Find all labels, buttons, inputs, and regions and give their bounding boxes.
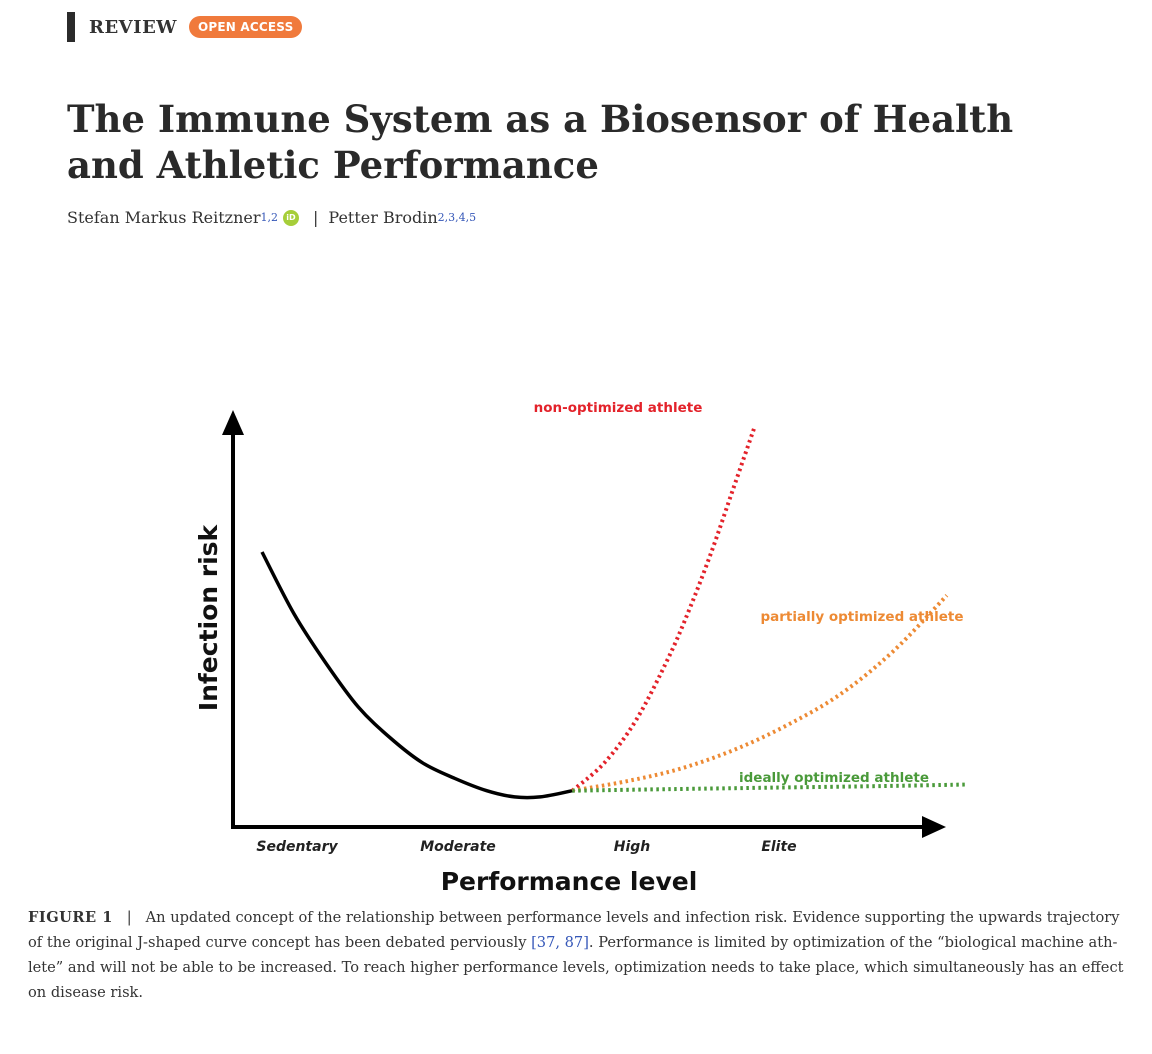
series-label-ideally-optimized: ideally optimized athlete [739, 770, 929, 786]
author-name[interactable]: Petter Brodin [328, 208, 438, 227]
x-tick-label: Sedentary [256, 839, 338, 855]
x-axis-label: Performance level [441, 867, 698, 896]
partially-optimized-curve [571, 594, 949, 793]
figure-chart: Sedentary Moderate High Elite Performanc… [194, 400, 969, 896]
article-type-label: REVIEW [89, 16, 177, 38]
caption-text: An updated concept of the relationship b… [28, 909, 1120, 951]
author-affiliation[interactable]: 1,2 [260, 211, 279, 224]
orcid-icon[interactable]: iD [283, 209, 299, 226]
author-name[interactable]: Stefan Markus Reitzner [67, 208, 261, 227]
x-tick-label: Moderate [420, 839, 496, 855]
caption-separator: | [126, 909, 132, 926]
open-access-badge[interactable]: OPEN ACCESS [189, 16, 303, 38]
figure-label: FIGURE 1 [28, 909, 113, 926]
y-axis-label: Infection risk [194, 523, 223, 711]
article-title: The Immune System as a Biosensor of Heal… [67, 97, 1014, 187]
author-separator: | [313, 208, 319, 227]
author-list: Stefan Markus Reitzner 1,2 iD | Petter Br… [67, 208, 476, 227]
figure-caption: FIGURE 1 | An updated concept of the rel… [28, 905, 1128, 1005]
caption-text: . Performance is limited by optimization… [28, 934, 1124, 1001]
x-tick-label: Elite [761, 839, 796, 855]
series-label-non-optimized: non-optimized athlete [534, 400, 703, 416]
y-axis-arrow-icon [222, 410, 244, 435]
header-bar [67, 12, 75, 42]
ideally-optimized-curve [572, 782, 969, 793]
series-label-partially-optimized: partially optimized athlete [760, 609, 963, 625]
x-axis-arrow-icon [922, 816, 946, 838]
non-optimized-curve [570, 427, 757, 793]
author-affiliation[interactable]: 2,3,4,5 [437, 211, 477, 224]
citation-link[interactable]: [37, 87] [531, 934, 589, 951]
baseline-curve [260, 551, 573, 800]
article-type-header: REVIEW OPEN ACCESS [67, 12, 303, 42]
x-tick-label: High [614, 839, 651, 855]
